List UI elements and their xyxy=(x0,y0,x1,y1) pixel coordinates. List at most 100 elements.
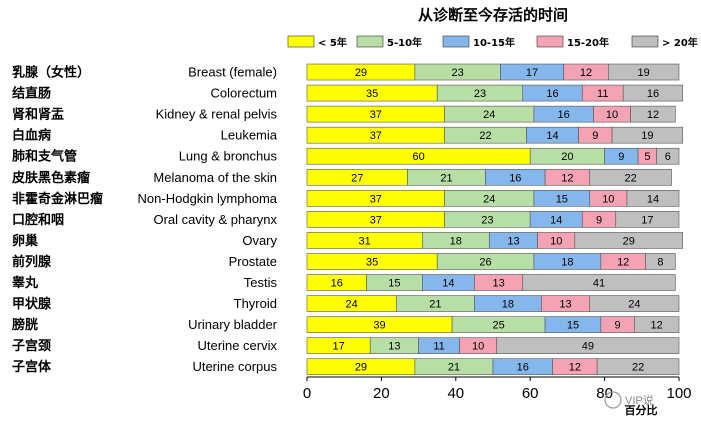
bar-segment xyxy=(611,126,684,144)
row-label-zh: 非霍奇金淋巴瘤 xyxy=(12,191,103,207)
bar-value-label: 23 xyxy=(481,214,493,226)
bar-value-label: 26 xyxy=(479,256,491,268)
row-label-zh: 乳腺（女性） xyxy=(12,65,90,81)
bar-segment xyxy=(596,358,680,376)
bar-value-label: 19 xyxy=(638,67,650,79)
bar-value-label: 37 xyxy=(370,130,382,142)
bar-value-label: 25 xyxy=(492,320,504,332)
bar-value-label: 9 xyxy=(596,214,602,226)
x-axis-label: 百分比 xyxy=(625,403,658,417)
bar-value-label: 14 xyxy=(546,130,558,142)
row-label-zh: 皮肤黑色素瘤 xyxy=(11,170,90,186)
bar-value-label: 29 xyxy=(623,235,635,247)
row-label-en: Melanoma of the skin xyxy=(153,170,277,185)
legend-label: 10-15年 xyxy=(473,36,515,49)
row-label-zh: 前列腺 xyxy=(12,254,52,270)
x-tick-label: 40 xyxy=(447,385,464,402)
x-tick-label: 80 xyxy=(596,385,613,402)
row-label-en: Prostate xyxy=(229,254,277,269)
row-label-en: Kidney & renal pelvis xyxy=(156,107,278,122)
legend-swatch xyxy=(356,35,384,48)
bar-value-label: 24 xyxy=(483,109,495,121)
bar-segment xyxy=(656,147,680,165)
bar-segment xyxy=(522,274,676,291)
row-label-en: Breast (female) xyxy=(188,65,277,80)
bar-value-label: 29 xyxy=(355,67,367,79)
bar-value-label: 16 xyxy=(647,88,659,100)
row-label-zh: 子宫颈 xyxy=(12,338,51,354)
bar-value-label: 23 xyxy=(474,88,486,100)
bar-segment xyxy=(496,337,680,354)
bar-value-label: 10 xyxy=(472,341,484,353)
bar-value-label: 15 xyxy=(388,278,400,290)
bar-value-label: 8 xyxy=(657,256,663,268)
row-label-zh: 白血病 xyxy=(12,128,51,144)
row-label-en: Uterine cervix xyxy=(198,338,278,353)
row-label-en: Testis xyxy=(244,275,278,290)
bar-value-label: 11 xyxy=(597,88,608,100)
bar-value-label: 22 xyxy=(632,362,644,374)
bar-value-label: 17 xyxy=(526,67,538,79)
bar-value-label: 24 xyxy=(483,193,495,205)
bar-value-label: 29 xyxy=(355,362,367,374)
row-label-zh: 肺和支气管 xyxy=(12,149,77,165)
bar-value-label: 23 xyxy=(452,67,464,79)
bar-value-label: 22 xyxy=(625,172,637,184)
bar-segment xyxy=(574,232,684,249)
row-label-zh: 膀胱 xyxy=(11,317,38,333)
bar-segment xyxy=(630,105,676,123)
x-tick-label: 20 xyxy=(373,385,390,402)
bar-segment xyxy=(634,316,680,333)
row-label-zh: 卵巢 xyxy=(12,233,39,249)
watermark: VIP说 xyxy=(604,391,654,409)
legend-label: 5-10年 xyxy=(387,36,422,49)
legend-swatch xyxy=(631,35,659,48)
bar-value-label: 24 xyxy=(628,299,640,311)
legend-label: 15-20年 xyxy=(567,36,609,49)
row-label-en: Leukemia xyxy=(221,128,278,143)
bar-value-label: 37 xyxy=(370,193,382,205)
bar-value-label: 12 xyxy=(569,362,581,374)
bar-value-label: 13 xyxy=(559,299,571,311)
bar-value-label: 37 xyxy=(370,109,382,121)
bar-value-label: 12 xyxy=(561,172,573,184)
bar-value-label: 35 xyxy=(366,256,378,268)
row-label-en: Thyroid xyxy=(234,296,277,311)
bar-value-label: 49 xyxy=(582,341,594,353)
bar-value-label: 39 xyxy=(373,320,385,332)
legend: < 5年 5-10年 10-15年 15-20年 > 20年 xyxy=(287,35,698,49)
bar-value-label: 10 xyxy=(602,193,614,205)
bar-value-label: 9 xyxy=(592,130,598,142)
bar-value-label: 12 xyxy=(647,109,659,121)
row-label-en: Colorectum xyxy=(211,86,277,101)
bar-value-label: 27 xyxy=(351,172,363,184)
bar-value-label: 16 xyxy=(509,172,521,184)
bar-value-label: 12 xyxy=(617,256,629,268)
bar-value-label: 15 xyxy=(556,193,568,205)
row-label-en: Urinary bladder xyxy=(188,317,278,332)
x-tick-label: 100 xyxy=(666,385,691,402)
bar-value-label: 17 xyxy=(332,341,344,353)
bar-value-label: 9 xyxy=(618,151,624,163)
bar-value-label: 15 xyxy=(567,320,579,332)
bar-segment xyxy=(622,84,684,102)
row-label-en: Non-Hodgkin lymphoma xyxy=(138,191,278,206)
bar-value-label: 19 xyxy=(641,130,653,142)
bar-value-label: 16 xyxy=(331,278,343,290)
legend-swatch xyxy=(287,35,315,48)
x-tick-label: 0 xyxy=(303,385,311,402)
row-label-en: Uterine corpus xyxy=(192,359,277,374)
bar-value-label: 10 xyxy=(550,235,562,247)
bar-segment xyxy=(645,253,676,270)
bar-value-label: 21 xyxy=(440,172,452,184)
chart-title: 从诊断至今存活的时间 xyxy=(418,6,568,24)
bar-value-label: 16 xyxy=(546,88,558,100)
bar-value-label: 41 xyxy=(593,278,605,290)
bar-value-label: 13 xyxy=(388,341,400,353)
row-label-zh: 睾丸 xyxy=(12,275,39,291)
bar-segment xyxy=(589,295,680,312)
bar-value-label: 14 xyxy=(647,193,659,205)
bar-value-label: 5 xyxy=(644,151,650,163)
